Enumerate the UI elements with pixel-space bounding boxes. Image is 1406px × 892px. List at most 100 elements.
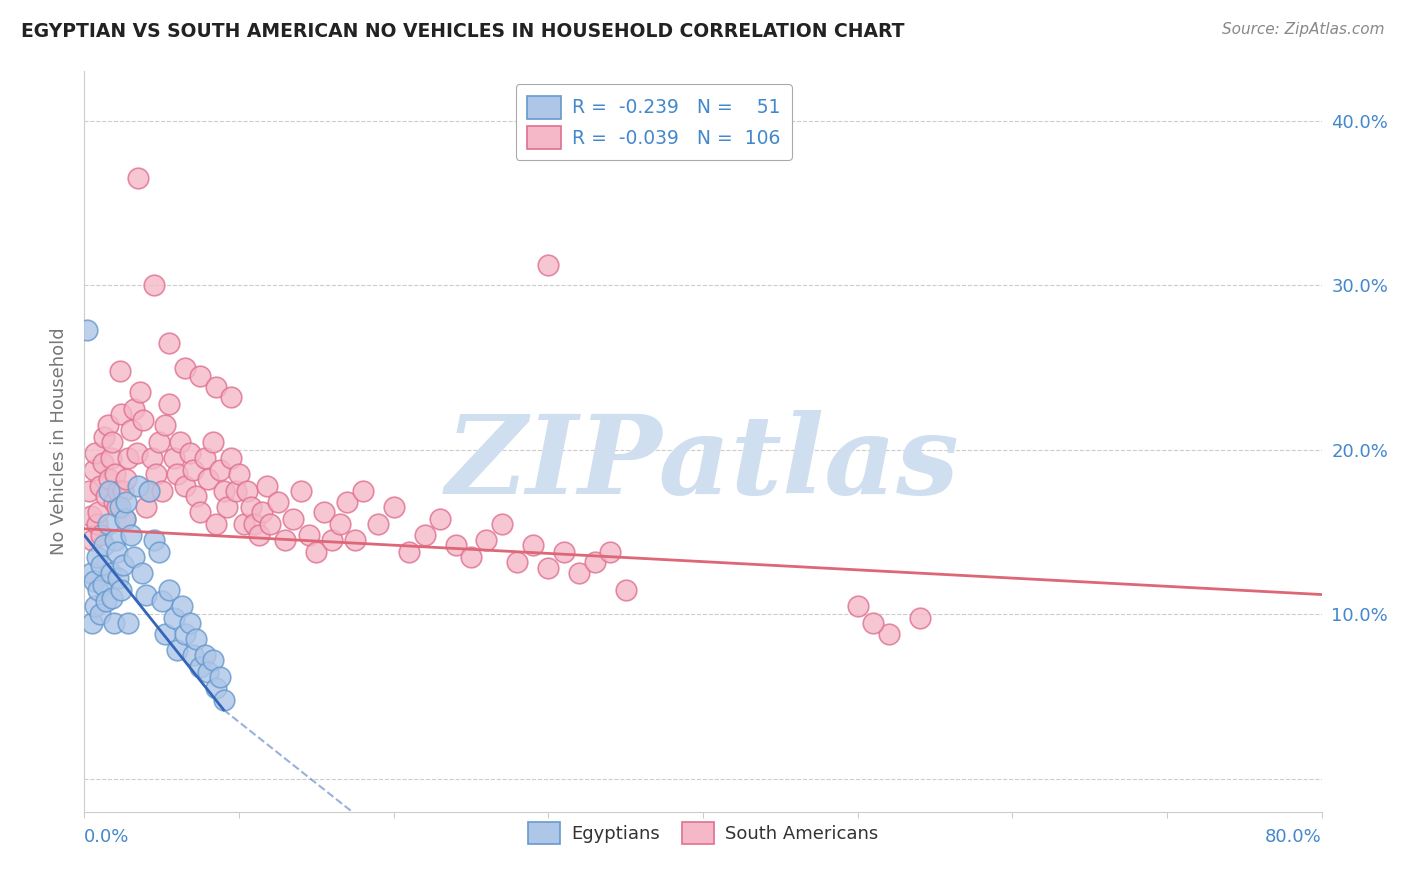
Point <box>188 660 211 674</box>
Point <box>101 434 124 449</box>
Point <box>506 555 529 569</box>
Point <box>103 615 125 630</box>
Point <box>105 545 128 559</box>
Point <box>143 278 166 293</box>
Point <box>96 516 118 531</box>
Point <box>398 545 420 559</box>
Y-axis label: No Vehicles in Household: No Vehicles in Household <box>51 327 69 556</box>
Point <box>179 615 201 630</box>
Point <box>205 380 228 394</box>
Point <box>197 472 219 486</box>
Point <box>94 489 117 503</box>
Point <box>877 627 900 641</box>
Point <box>537 561 560 575</box>
Point <box>846 599 869 613</box>
Point <box>169 434 191 449</box>
Point <box>127 171 149 186</box>
Point <box>352 483 374 498</box>
Point <box>112 558 135 572</box>
Point <box>86 516 108 531</box>
Point <box>908 610 931 624</box>
Point <box>153 627 176 641</box>
Point <box>115 472 138 486</box>
Point <box>197 665 219 679</box>
Point <box>568 566 591 581</box>
Point <box>79 566 101 581</box>
Point <box>107 571 129 585</box>
Point <box>112 483 135 498</box>
Point <box>209 462 232 476</box>
Point <box>90 558 112 572</box>
Point <box>336 495 359 509</box>
Text: 0.0%: 0.0% <box>84 829 129 847</box>
Point <box>181 648 204 663</box>
Point <box>181 462 204 476</box>
Point <box>87 582 110 597</box>
Point <box>174 360 197 375</box>
Text: 80.0%: 80.0% <box>1265 829 1322 847</box>
Point <box>91 456 114 470</box>
Point <box>163 610 186 624</box>
Point <box>215 500 238 515</box>
Point <box>583 555 606 569</box>
Point <box>98 472 121 486</box>
Point <box>135 500 157 515</box>
Point <box>170 599 193 613</box>
Point <box>104 533 127 548</box>
Point <box>82 615 104 630</box>
Point <box>93 429 115 443</box>
Point <box>343 533 366 548</box>
Point <box>141 450 163 465</box>
Point <box>290 483 312 498</box>
Point <box>129 385 152 400</box>
Point <box>382 500 405 515</box>
Point <box>297 528 319 542</box>
Point <box>76 323 98 337</box>
Point <box>444 538 467 552</box>
Point <box>117 615 139 630</box>
Point <box>87 505 110 519</box>
Point <box>84 446 107 460</box>
Point <box>219 450 242 465</box>
Point <box>194 450 217 465</box>
Point <box>101 591 124 605</box>
Point <box>614 582 637 597</box>
Point <box>163 450 186 465</box>
Text: EGYPTIAN VS SOUTH AMERICAN NO VEHICLES IN HOUSEHOLD CORRELATION CHART: EGYPTIAN VS SOUTH AMERICAN NO VEHICLES I… <box>21 22 904 41</box>
Point <box>209 670 232 684</box>
Point <box>107 483 129 498</box>
Point <box>138 483 160 498</box>
Point <box>212 693 235 707</box>
Point <box>122 401 145 416</box>
Point <box>367 516 389 531</box>
Point <box>83 462 105 476</box>
Point <box>114 512 136 526</box>
Point <box>114 512 136 526</box>
Point <box>135 588 157 602</box>
Point <box>166 643 188 657</box>
Point <box>250 505 273 519</box>
Point <box>522 538 544 552</box>
Point <box>108 500 131 515</box>
Point <box>166 467 188 482</box>
Point <box>259 516 281 531</box>
Point <box>125 446 148 460</box>
Point <box>100 450 122 465</box>
Point <box>86 549 108 564</box>
Point <box>94 594 117 608</box>
Point <box>82 533 104 548</box>
Point <box>205 516 228 531</box>
Point <box>110 407 132 421</box>
Point <box>235 483 259 498</box>
Point <box>429 512 451 526</box>
Point <box>205 681 228 696</box>
Text: Source: ZipAtlas.com: Source: ZipAtlas.com <box>1222 22 1385 37</box>
Point <box>201 434 224 449</box>
Point <box>256 479 278 493</box>
Point <box>105 500 128 515</box>
Point <box>274 533 297 548</box>
Point <box>537 259 560 273</box>
Point <box>89 607 111 622</box>
Point <box>159 582 180 597</box>
Point <box>553 545 575 559</box>
